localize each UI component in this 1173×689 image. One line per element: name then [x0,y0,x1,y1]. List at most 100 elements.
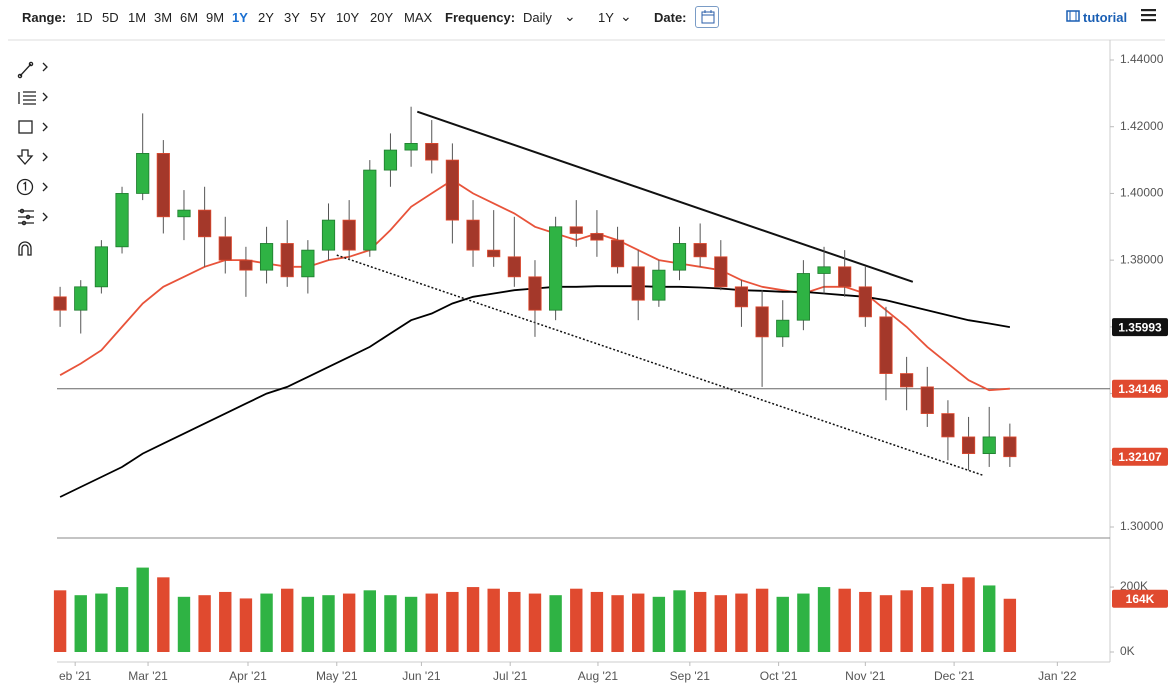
frequency-select[interactable]: Daily [523,10,552,25]
volume-bar [693,591,707,652]
volume-bar [879,595,893,652]
tool-fib[interactable] [18,91,48,105]
range-button[interactable]: 5D [102,10,119,25]
candle-body [879,316,893,374]
candle-body [693,243,707,258]
y-tick-label: 1.44000 [1120,52,1164,66]
volume-tag-bg [1112,589,1168,608]
volume-bar [673,590,686,652]
tool-arrow[interactable] [16,149,48,165]
tutorial-link[interactable]: tutorial [1083,10,1128,25]
volume-bar [136,567,149,652]
volume-bar [487,588,500,652]
x-tick-label: Mar '21 [128,669,168,683]
candle-body [941,413,955,438]
range-button[interactable]: 10Y [336,10,360,25]
range-button[interactable]: 3Y [284,10,300,25]
candle-body [652,269,666,301]
range-button[interactable]: 1D [76,10,93,25]
volume-bar [260,593,273,652]
period-select[interactable]: 1Y [598,10,614,25]
volume-bar [611,595,624,652]
menu-icon [1141,9,1156,22]
candle-body [838,266,852,288]
candle-body [528,276,542,311]
tool-magnet[interactable] [18,241,32,256]
volume-bar [74,595,87,652]
candle-body [363,169,377,251]
candle-body [982,436,996,455]
volume-bar [157,577,170,652]
volume-bar [508,591,521,652]
candle-body [672,243,687,271]
range-button[interactable]: 5Y [310,10,326,25]
tool-shape[interactable] [18,120,48,134]
candle-body [817,266,831,274]
tool-measure[interactable] [18,208,48,226]
date-picker[interactable] [695,6,719,28]
volume-bar [115,587,129,652]
volume-bar [797,593,810,652]
volume-bar [838,588,851,652]
x-tick-label: Jul '21 [493,669,528,683]
x-tick-label: eb '21 [59,669,92,683]
candle-body [301,249,315,278]
volume-bar [281,588,294,652]
candle-body [383,149,398,171]
candle-body [404,143,418,151]
candle-body [961,436,976,455]
volume-bar [1003,598,1017,652]
volume-bar [549,595,562,652]
range-button[interactable]: 9M [206,10,225,25]
volume-bar [570,588,583,652]
candle-body [280,243,294,278]
candle-body [796,273,810,321]
volume-tick-label: 0K [1120,644,1135,658]
range-button[interactable]: 20Y [370,10,394,25]
candle-body [487,249,501,258]
range-button[interactable]: 2Y [258,10,274,25]
ma-value-tag-bg [1112,379,1168,398]
range-button[interactable]: MAX [404,10,433,25]
menu-button[interactable] [1141,8,1157,25]
volume-bar [962,577,975,652]
candle-body [445,159,459,221]
candle-body [218,236,232,261]
volume-bar [95,593,108,652]
x-tick-label: May '21 [316,669,358,683]
candle-body [156,153,170,218]
volume-bar [652,596,666,652]
candle-body [714,256,728,288]
volume-bar [528,593,542,652]
tutorial-icon [1066,9,1080,26]
candle-body [610,239,625,268]
candle-body [177,209,191,218]
candle-body [920,386,934,414]
x-tick-label: Jan '22 [1038,669,1077,683]
candle-body [115,193,129,248]
moving-average [59,179,1010,392]
last-close-tag-bg [1112,447,1168,466]
volume-bar [714,595,727,652]
volume-bar [404,596,418,652]
candle-body [734,286,749,308]
tool-marker[interactable] [16,178,48,196]
tool-line[interactable] [17,61,48,79]
volume-bar [446,591,459,652]
volume-bar [921,587,934,652]
range-button[interactable]: 1M [128,10,147,25]
volume-tick-label: 200K [1120,579,1148,593]
x-tick-label: Aug '21 [578,669,619,683]
ma-value-tag-bg [1112,318,1168,337]
drawing-tools [16,61,48,256]
range-button[interactable]: 6M [180,10,199,25]
range-button[interactable]: 3M [154,10,173,25]
volume-bar [384,595,397,652]
volume-bar [590,591,604,652]
volume-bar [632,593,645,652]
x-tick-label: Apr '21 [229,669,267,683]
range-button[interactable]: 1Y [232,10,248,25]
volume-bar [342,593,356,652]
volume-bar [363,590,376,652]
